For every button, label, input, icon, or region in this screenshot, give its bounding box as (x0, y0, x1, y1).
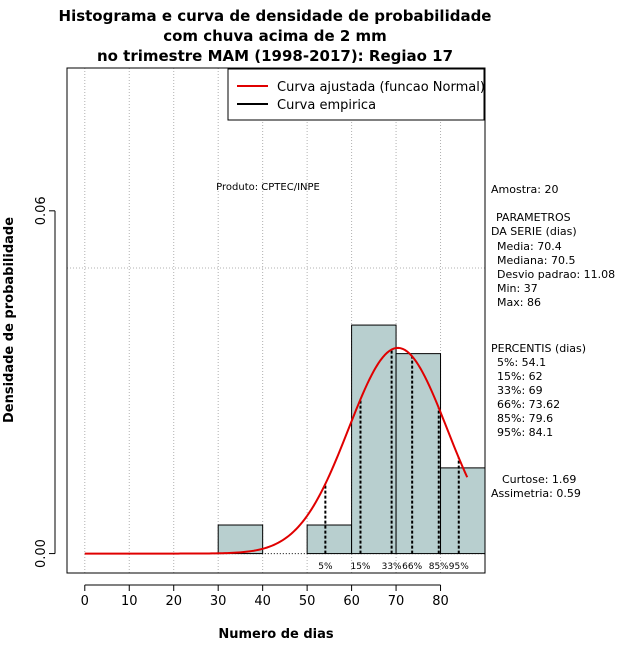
params-title-1: PARAMETROS (496, 211, 571, 224)
stat-min: Min: 37 (497, 282, 538, 295)
percentile-label: 85% (429, 562, 449, 572)
legend-label-empirical: Curva empirica (277, 98, 376, 113)
product-annotation: Produto: CPTEC/INPE (216, 182, 320, 193)
x-tick-label: 80 (432, 594, 449, 609)
percentile-label: 66% (402, 562, 422, 572)
legend-box (227, 68, 485, 121)
x-tick-label: 60 (343, 594, 360, 609)
stat-desvio: Desvio padrao: 11.08 (497, 268, 615, 281)
percentile-label: 15% (350, 562, 370, 572)
sample-size: Amostra: 20 (491, 183, 558, 196)
x-axis-title: Numero de dias (218, 627, 334, 642)
y-axis-title: Densidade de probabilidade (2, 217, 17, 423)
stat-assimetria: Assimetria: 0.59 (491, 487, 581, 500)
histogram-bar (395, 353, 442, 555)
y-tick-label: 0.06 (34, 196, 49, 225)
bars-layer (217, 324, 486, 555)
histogram-bar (351, 324, 397, 555)
stat-p85: 85%: 79.6 (497, 412, 553, 425)
x-tick-label: 30 (210, 594, 227, 609)
stat-curtose: Curtose: 1.69 (502, 473, 576, 486)
histogram-bar (306, 524, 353, 555)
legend: Curva ajustada (funcao Normal) Curva emp… (227, 68, 485, 121)
y-tick-label: 0.00 (34, 539, 49, 568)
x-tick-label: 0 (81, 594, 89, 609)
histogram-bar (217, 524, 264, 555)
stat-p95: 95%: 84.1 (497, 426, 553, 439)
stat-p33: 33%: 69 (497, 384, 543, 397)
stat-p66: 66%: 73.62 (497, 398, 560, 411)
stat-p15: 15%: 62 (497, 370, 543, 383)
percentile-label: 33% (382, 562, 402, 572)
percentile-lines-layer: 5% 15% 33% 66% 85% 95% (318, 349, 469, 572)
percentis-title: PERCENTIS (dias) (491, 342, 586, 355)
axes-layer: 0 10 20 30 40 50 60 70 80 0.00 0.06 (34, 196, 449, 609)
legend-label-normal: Curva ajustada (funcao Normal) (277, 80, 485, 95)
histogram-bar (440, 467, 486, 555)
stat-media: Media: 70.4 (497, 240, 562, 253)
curve-layer (84, 346, 469, 555)
x-tick-label: 40 (254, 594, 271, 609)
stat-mediana: Mediana: 70.5 (497, 254, 575, 267)
chart-title-line-3: no trimestre MAM (1998-2017): Regiao 17 (97, 47, 453, 65)
x-tick-label: 50 (299, 594, 316, 609)
plot-frame (66, 67, 486, 574)
stat-p5: 5%: 54.1 (497, 356, 546, 369)
x-tick-label: 70 (388, 594, 405, 609)
percentile-label: 5% (318, 562, 333, 572)
stat-max: Max: 86 (497, 296, 541, 309)
statistics-panel: Amostra: 20 PARAMETROS DA SERIE (dias) M… (491, 183, 615, 500)
chart-title-line-1: Histograma e curva de densidade de proba… (59, 7, 492, 25)
normal-fit-curve (84, 346, 469, 555)
x-tick-label: 20 (165, 594, 182, 609)
percentile-label: 95% (449, 562, 469, 572)
params-title-2: DA SERIE (dias) (491, 225, 577, 238)
chart-title-line-2: com chuva acima de 2 mm (163, 27, 387, 45)
x-tick-label: 10 (121, 594, 138, 609)
